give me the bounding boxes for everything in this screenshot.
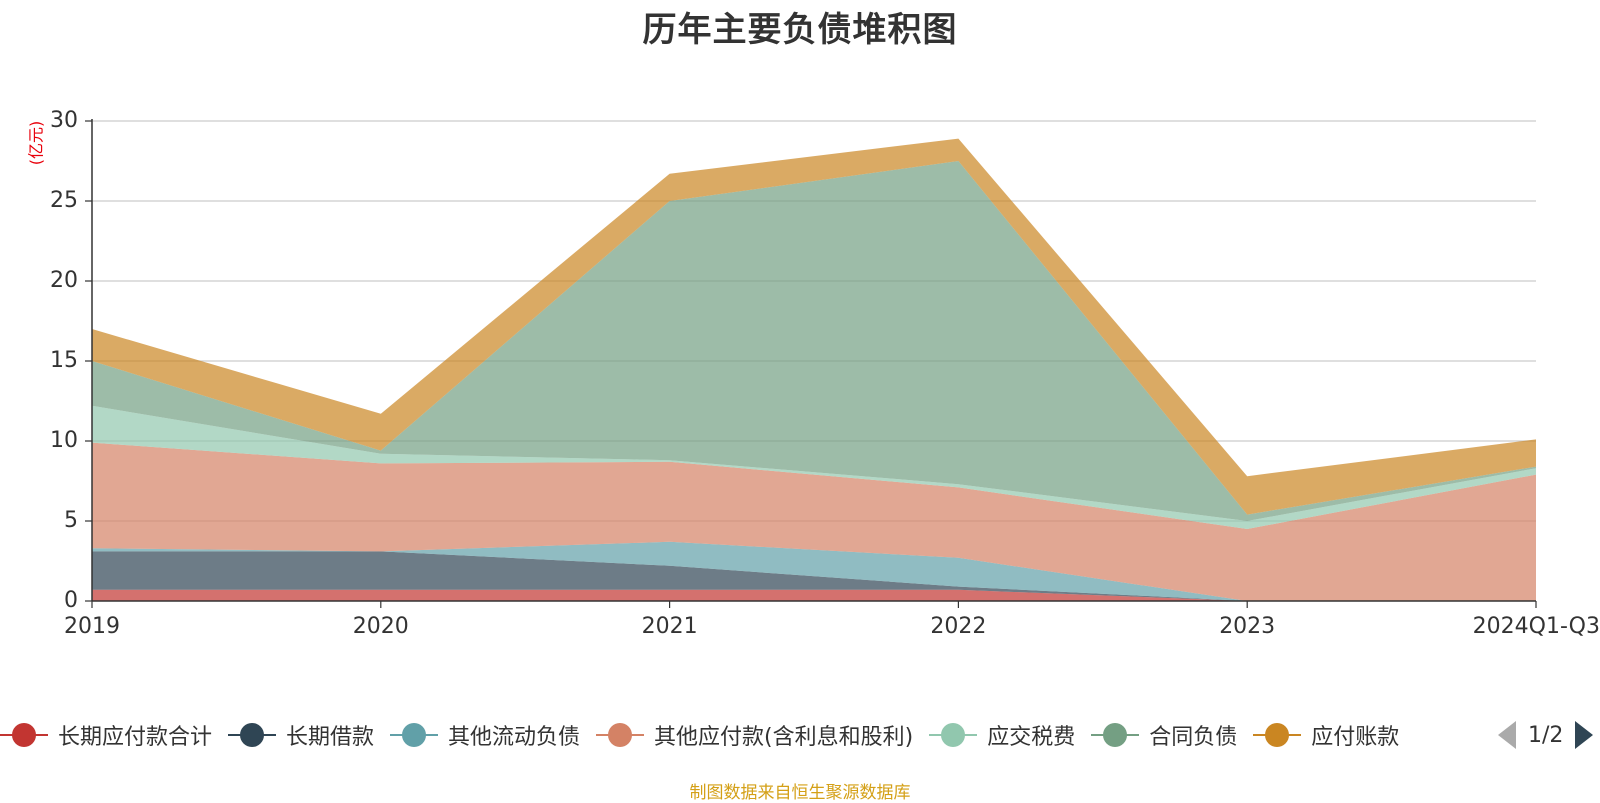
x-tick-label: 2024Q1-Q3 [1473,614,1600,639]
legend-marker-icon [228,723,277,747]
x-tick-label: 2020 [353,614,409,639]
y-axis-unit-label: (亿元) [27,121,46,166]
legend-label: 应交税费 [987,725,1076,750]
area-6[interactable] [92,161,1536,521]
chart-plot: 0 5 10 15 20 25 30 2019 2020 2021 2022 2023 2024Q1-Q… [27,108,1600,639]
area-3[interactable] [92,541,1536,601]
legend-item[interactable]: 长期借款 [228,720,374,750]
y-tick-label: 25 [50,188,78,213]
legend-page-indicator: 1/2 [1528,722,1564,748]
x-tick-label: 2021 [642,614,698,639]
chart-title: 历年主要负债堆积图 [642,10,958,50]
area-2[interactable] [92,551,1536,601]
y-tick-label: 15 [50,348,78,373]
legend-marker-icon [1091,723,1140,747]
legend-item[interactable]: 应交税费 [929,720,1075,750]
legend-label: 其他流动负债 [448,725,581,750]
x-tick-label: 2023 [1219,614,1275,639]
legend-item[interactable]: 长期应付款合计 [0,720,212,750]
legend-item[interactable]: 应付账款 [1253,720,1399,750]
y-tick-label: 20 [50,268,78,293]
legend-pager: 1/2 [1498,718,1594,752]
area-4[interactable] [92,442,1536,601]
area-1[interactable] [92,589,1536,601]
x-tick-label: 2022 [930,614,986,639]
legend-item[interactable]: 其他流动负债 [390,720,580,750]
y-tick-label: 10 [50,428,78,453]
area-series[interactable] [92,138,1536,601]
y-tick-label: 30 [50,108,78,133]
y-tick-label: 0 [64,588,78,613]
legend-marker-icon [0,723,48,747]
legend-label: 长期应付款合计 [58,725,213,750]
axes: 0 5 10 15 20 25 30 2019 2020 2021 2022 2023 2024Q1-Q… [50,108,1600,639]
chart-legend: 长期应付款合计 长期借款 其他流动负债 其他应付款(含利息和股利) 应交税费 合同负债 应付… [0,720,1480,750]
area-7[interactable] [92,138,1536,515]
legend-label: 长期借款 [286,725,375,750]
legend-next-page-icon[interactable] [1575,721,1594,749]
legend-prev-page-icon[interactable] [1498,721,1516,749]
legend-label: 合同负债 [1149,725,1238,750]
legend-item[interactable]: 其他应付款(含利息和股利) [596,720,913,750]
legend-marker-icon [390,723,439,747]
y-tick-label: 5 [64,508,78,533]
x-tick-label: 2019 [64,614,120,639]
legend-marker-icon [929,723,978,747]
legend-label: 应付账款 [1311,725,1400,750]
legend-label: 其他应付款(含利息和股利) [654,725,914,750]
legend-marker-icon [596,723,645,747]
legend-item[interactable]: 合同负债 [1091,720,1237,750]
source-note: 制图数据来自恒生聚源数据库 [689,783,911,803]
legend-marker-icon [1253,723,1302,747]
